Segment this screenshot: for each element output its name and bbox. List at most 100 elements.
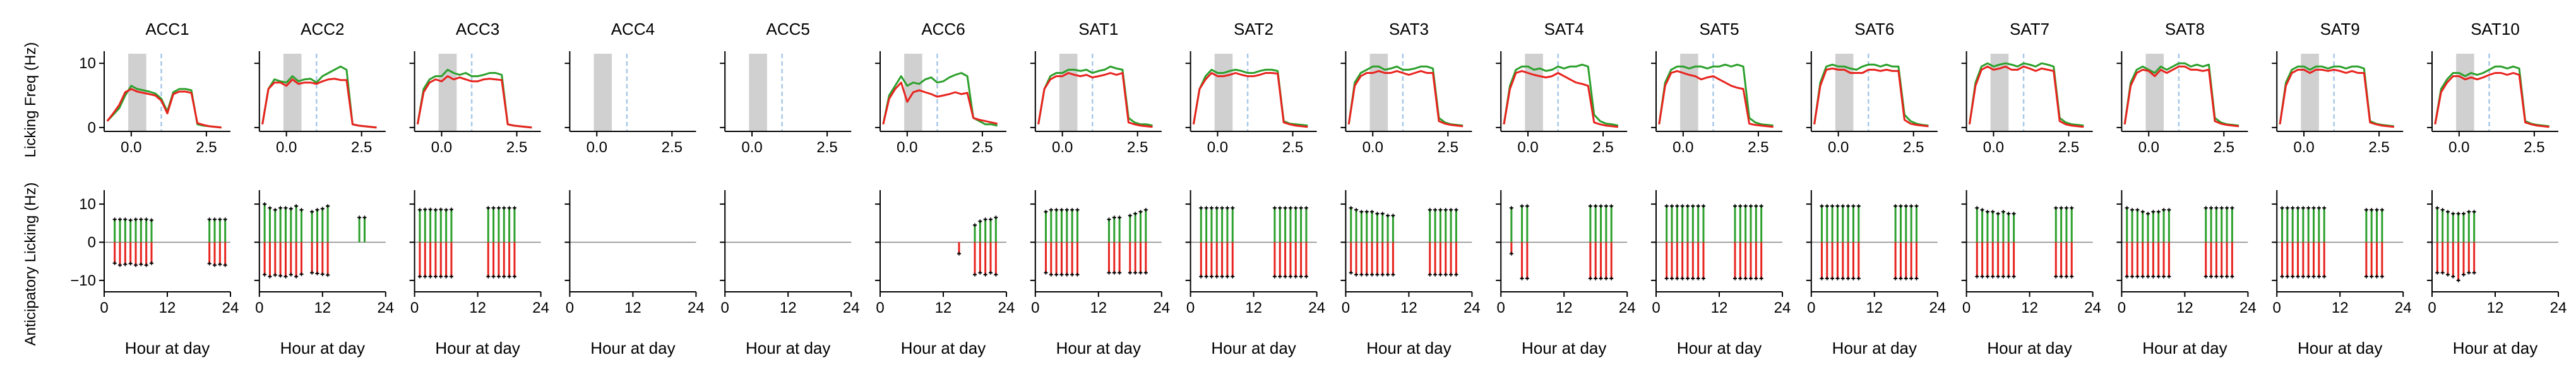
panel-title: ACC5 — [766, 20, 810, 39]
panel-title: SAT10 — [2471, 20, 2520, 39]
panel-sat7: SAT7 0.0 2.5 0 12 24 Hour at day — [1961, 20, 2101, 358]
bottom-x-axis-label: Hour at day — [746, 339, 830, 358]
top-y-axis-label: Licking Freq (Hz) — [22, 42, 39, 158]
panel-title: SAT6 — [1854, 20, 1894, 39]
series-green-line — [1813, 63, 1929, 127]
bottom-x-tick-label: 12 — [2176, 299, 2193, 316]
bottom-x-axis-label: Hour at day — [1366, 339, 1451, 358]
bottom-x-axis-label: Hour at day — [1056, 339, 1141, 358]
bottom-x-tick-label: 24 — [2084, 299, 2101, 316]
panel-acc5: ACC5 0.0 2.5 0 12 24 Hour at day — [720, 20, 860, 358]
bottom-x-tick-label: 12 — [1556, 299, 1573, 316]
bottom-x-tick-label: 0 — [100, 299, 108, 316]
top-x-tick-label: 0.0 — [2138, 139, 2159, 156]
bottom-x-tick-label: 0 — [2273, 299, 2281, 316]
series-red-line — [882, 81, 998, 125]
top-x-tick-label: 2.5 — [1438, 139, 1458, 156]
panel-sat10: SAT10 0.0 2.5 0 12 24 Hour at day — [2427, 20, 2567, 358]
bottom-x-tick-label: 12 — [314, 299, 331, 316]
stimulus-shade — [2145, 54, 2164, 131]
panel-sat5: SAT5 0.0 2.5 0 12 24 Hour at day — [1651, 20, 1791, 358]
top-x-tick-label: 2.5 — [196, 139, 217, 156]
series-red-line — [106, 88, 222, 129]
bottom-x-tick-label: 0 — [1031, 299, 1039, 316]
bottom-x-tick-label: 12 — [780, 299, 797, 316]
top-x-tick-label: 0.0 — [1052, 139, 1073, 156]
top-x-tick-label: 0.0 — [431, 139, 452, 156]
panel-title: ACC4 — [611, 20, 655, 39]
bottom-x-tick-label: 24 — [2239, 299, 2257, 316]
top-x-tick-label: 0.0 — [2293, 139, 2314, 156]
bottom-x-tick-label: 12 — [2021, 299, 2038, 316]
bottom-x-axis-label: Hour at day — [1211, 339, 1296, 358]
bottom-x-tick-label: 0 — [410, 299, 419, 316]
bottom-x-tick-label: 24 — [532, 299, 549, 316]
top-x-tick-label: 0.0 — [1363, 139, 1383, 156]
panel-acc6: ACC6 0.0 2.5 0 12 24 Hour at day — [875, 20, 1015, 358]
stimulus-shade — [2301, 54, 2319, 131]
bottom-x-tick-label: 0 — [1342, 299, 1350, 316]
panel-acc2: ACC2 0.0 2.5 0 12 24 Hour at day — [254, 20, 394, 358]
panel-title: SAT4 — [1544, 20, 1584, 39]
panel-title: SAT5 — [1699, 20, 1739, 39]
series-red-line — [261, 78, 377, 129]
bottom-x-tick-label: 12 — [159, 299, 176, 316]
series-red-line — [1813, 67, 1929, 128]
bottom-x-axis-label: Hour at day — [2453, 339, 2537, 358]
bottom-x-tick-label: 0 — [876, 299, 884, 316]
stimulus-shade — [1214, 54, 1233, 131]
bottom-x-axis-label: Hour at day — [1832, 339, 1917, 358]
top-x-tick-label: 2.5 — [2214, 139, 2234, 156]
top-x-tick-label: 2.5 — [2524, 139, 2544, 156]
series-green-line — [1347, 65, 1464, 127]
stimulus-shade — [2456, 54, 2474, 131]
top-x-tick-label: 0.0 — [1673, 139, 1693, 156]
top-x-tick-label: 0.0 — [1517, 139, 1538, 156]
series-red-line — [2123, 65, 2239, 128]
panel-title: ACC2 — [301, 20, 344, 39]
bottom-x-axis-label: Hour at day — [435, 339, 520, 358]
bottom-x-tick-label: 24 — [843, 299, 860, 316]
panel-title: SAT2 — [1234, 20, 1273, 39]
top-x-tick-label: 0.0 — [2448, 139, 2469, 156]
panel-title: SAT9 — [2320, 20, 2360, 39]
series-red-line — [1968, 65, 2084, 128]
bottom-x-tick-label: 12 — [1866, 299, 1883, 316]
series-green-line — [1037, 65, 1153, 127]
stimulus-shade — [593, 54, 612, 131]
bottom-x-tick-label: 24 — [688, 299, 705, 316]
stimulus-shade — [438, 54, 457, 131]
bottom-x-tick-label: 24 — [2395, 299, 2412, 316]
top-x-tick-label: 2.5 — [816, 139, 837, 156]
panel-sat9: SAT9 0.0 2.5 0 12 24 Hour at day — [2272, 20, 2412, 358]
top-x-tick-label: 2.5 — [1282, 139, 1303, 156]
bottom-x-tick-label: 0 — [566, 299, 574, 316]
series-red-line — [2434, 72, 2549, 128]
top-y-tick-label: 10 — [79, 55, 96, 72]
bottom-x-tick-label: 0 — [721, 299, 729, 316]
top-y-tick-label: 0 — [88, 119, 96, 136]
series-red-line — [1347, 69, 1464, 128]
bottom-x-tick-label: 12 — [624, 299, 641, 316]
bottom-x-tick-label: 0 — [1962, 299, 1971, 316]
top-x-tick-label: 2.5 — [1127, 139, 1148, 156]
top-x-tick-label: 2.5 — [506, 139, 527, 156]
top-x-tick-label: 2.5 — [1903, 139, 1924, 156]
bottom-x-tick-label: 0 — [1497, 299, 1505, 316]
panel-sat8: SAT8 0.0 2.5 0 12 24 Hour at day — [2116, 20, 2257, 358]
bottom-x-axis-label: Hour at day — [1987, 339, 2072, 358]
bottom-x-tick-label: 24 — [2550, 299, 2567, 316]
panel-title: ACC3 — [456, 20, 499, 39]
stimulus-shade — [1369, 54, 1388, 131]
bottom-x-tick-label: 24 — [1308, 299, 1325, 316]
bottom-y-axis-label: Anticipatory Licking (Hz) — [22, 183, 39, 346]
series-red-line — [1037, 72, 1153, 128]
stimulus-shade — [1680, 54, 1698, 131]
bottom-x-axis-label: Hour at day — [1522, 339, 1606, 358]
bottom-x-tick-label: 0 — [1652, 299, 1660, 316]
series-green-line — [1503, 63, 1619, 127]
bottom-x-tick-label: 24 — [1929, 299, 1946, 316]
top-x-tick-label: 0.0 — [741, 139, 762, 156]
